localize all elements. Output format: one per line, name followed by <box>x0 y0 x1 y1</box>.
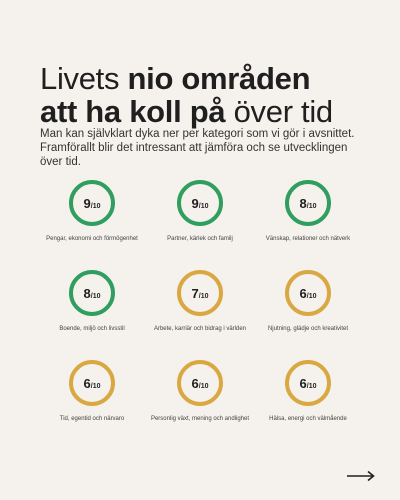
area-label: Pengar, ekonomi och förmögenhet <box>46 236 138 242</box>
area-label: Partner, kärlek och familj <box>167 236 233 242</box>
score-value: 6 <box>191 375 199 391</box>
score-denominator: /10 <box>198 202 209 210</box>
score-value: 7 <box>191 285 199 301</box>
score-denominator: /10 <box>306 202 317 210</box>
page-title: Livets nio områden att ha koll på över t… <box>40 62 370 128</box>
score-value: 9 <box>83 195 91 211</box>
title-part2: över tid <box>225 94 334 129</box>
area-item: 6/10 Njutning, glädje och kreativitet <box>254 270 362 358</box>
title-bold2: att ha koll på <box>40 94 226 129</box>
title-part1: Livets <box>40 61 128 96</box>
area-item: 6/10 Tid, egentid och närvaro <box>38 360 146 448</box>
area-label: Personlig växt, mening och andlighet <box>150 416 250 422</box>
score-denominator: /10 <box>306 292 317 300</box>
score-denominator: /10 <box>90 202 101 210</box>
score-denominator: /10 <box>90 382 101 390</box>
area-item: 6/10 Personlig växt, mening och andlighe… <box>146 360 254 448</box>
area-item: 9/10 Partner, kärlek och familj <box>146 180 254 268</box>
score-value: 8 <box>299 195 307 211</box>
score-ring: 9/10 <box>69 180 115 226</box>
area-label: Tid, egentid och närvaro <box>59 416 125 422</box>
area-label: Vänskap, relationer och nätverk <box>265 236 351 242</box>
score-denominator: /10 <box>198 382 209 390</box>
score-value: 9 <box>191 195 199 211</box>
score-ring: 6/10 <box>285 270 331 316</box>
score-ring: 9/10 <box>177 180 223 226</box>
area-item: 8/10 Boende, miljö och livsstil <box>38 270 146 358</box>
area-label: Boende, miljö och livsstil <box>59 326 125 332</box>
score-ring: 6/10 <box>177 360 223 406</box>
areas-grid: 9/10 Pengar, ekonomi och förmögenhet 9/1… <box>38 180 362 445</box>
score-value: 8 <box>83 285 91 301</box>
score-value: 6 <box>299 285 307 301</box>
score-value: 6 <box>83 375 91 391</box>
score-denominator: /10 <box>306 382 317 390</box>
score-denominator: /10 <box>198 292 209 300</box>
area-item: 8/10 Vänskap, relationer och nätverk <box>254 180 362 268</box>
score-ring: 6/10 <box>285 360 331 406</box>
area-label: Arbete, karriär och bidrag i världen <box>153 326 247 332</box>
score-ring: 8/10 <box>285 180 331 226</box>
score-ring: 6/10 <box>69 360 115 406</box>
score-denominator: /10 <box>90 292 101 300</box>
arrow-right-icon[interactable] <box>346 470 376 482</box>
score-ring: 8/10 <box>69 270 115 316</box>
score-ring: 7/10 <box>177 270 223 316</box>
area-item: 9/10 Pengar, ekonomi och förmögenhet <box>38 180 146 268</box>
area-item: 7/10 Arbete, karriär och bidrag i världe… <box>146 270 254 358</box>
area-label: Njutning, glädje och kreativitet <box>267 326 349 332</box>
score-value: 6 <box>299 375 307 391</box>
area-item: 6/10 Hälsa, energi och välmående <box>254 360 362 448</box>
area-label: Hälsa, energi och välmående <box>269 416 347 422</box>
page-subtitle: Man kan självklart dyka ner per kategori… <box>40 128 355 168</box>
title-bold1: nio områden <box>127 61 311 96</box>
